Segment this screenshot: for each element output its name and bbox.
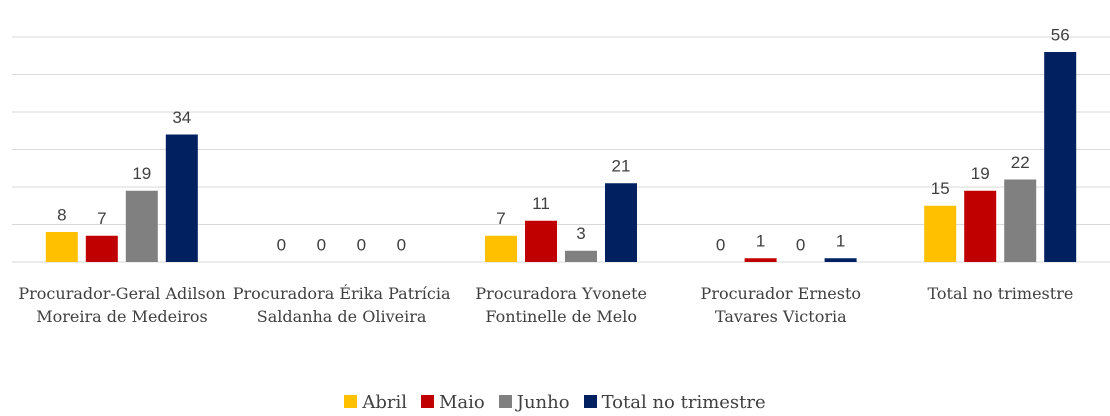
legend-item: Junho bbox=[498, 392, 570, 413]
bar bbox=[165, 134, 198, 262]
bar bbox=[45, 232, 78, 262]
legend-item: Total no trimestre bbox=[583, 392, 766, 413]
legend-item: Maio bbox=[420, 392, 485, 413]
bar bbox=[1044, 52, 1077, 262]
data-label: 1 bbox=[756, 232, 765, 251]
data-label: 19 bbox=[971, 164, 990, 183]
x-tick-label: Procuradora Érika Patrícia Saldanha de O… bbox=[232, 284, 451, 326]
data-label: 56 bbox=[1051, 25, 1070, 44]
bar bbox=[964, 190, 997, 262]
data-label: 0 bbox=[796, 235, 805, 254]
x-tick-label: Procuradora Yvonete Fontinelle de Melo bbox=[475, 284, 647, 326]
data-label: 7 bbox=[496, 209, 505, 228]
legend-swatch bbox=[498, 395, 512, 408]
bar bbox=[565, 250, 597, 262]
data-label: 22 bbox=[1011, 153, 1030, 172]
bar bbox=[824, 258, 857, 262]
data-label: 0 bbox=[716, 235, 725, 254]
legend-label: Junho bbox=[516, 392, 570, 413]
bar bbox=[85, 235, 118, 262]
x-tick-label: Procurador Ernesto Tavares Victoria bbox=[700, 284, 862, 326]
legend-swatch bbox=[583, 395, 597, 408]
bar bbox=[485, 235, 517, 262]
x-tick-label: Procurador-Geral Adilson Moreira de Mede… bbox=[18, 284, 226, 326]
data-label: 21 bbox=[612, 157, 631, 176]
bar bbox=[605, 183, 637, 262]
bar bbox=[125, 190, 158, 262]
bar bbox=[744, 258, 777, 262]
data-label: 11 bbox=[532, 194, 550, 213]
data-label: 15 bbox=[931, 179, 950, 198]
legend-label: Abril bbox=[362, 392, 407, 413]
data-label: 34 bbox=[172, 108, 191, 127]
bar bbox=[525, 220, 557, 262]
data-label: 0 bbox=[357, 235, 366, 254]
data-label: 1 bbox=[836, 232, 845, 251]
bar bbox=[924, 205, 957, 262]
data-label: 0 bbox=[397, 235, 406, 254]
data-label: 8 bbox=[57, 205, 66, 224]
data-label: 0 bbox=[317, 235, 326, 254]
legend-swatch bbox=[344, 395, 358, 408]
data-label: 19 bbox=[132, 164, 151, 183]
legend-swatch bbox=[420, 395, 434, 408]
legend: Abril Maio Junho Total no trimestre bbox=[0, 392, 1110, 413]
x-tick-label: Total no trimestre bbox=[927, 284, 1074, 303]
legend-item: Abril bbox=[344, 392, 407, 413]
legend-label: Total no trimestre bbox=[601, 392, 766, 413]
bar bbox=[1004, 179, 1037, 262]
data-label: 3 bbox=[576, 224, 585, 243]
legend-label: Maio bbox=[438, 392, 485, 413]
data-label: 0 bbox=[277, 235, 286, 254]
data-label: 7 bbox=[97, 209, 106, 228]
